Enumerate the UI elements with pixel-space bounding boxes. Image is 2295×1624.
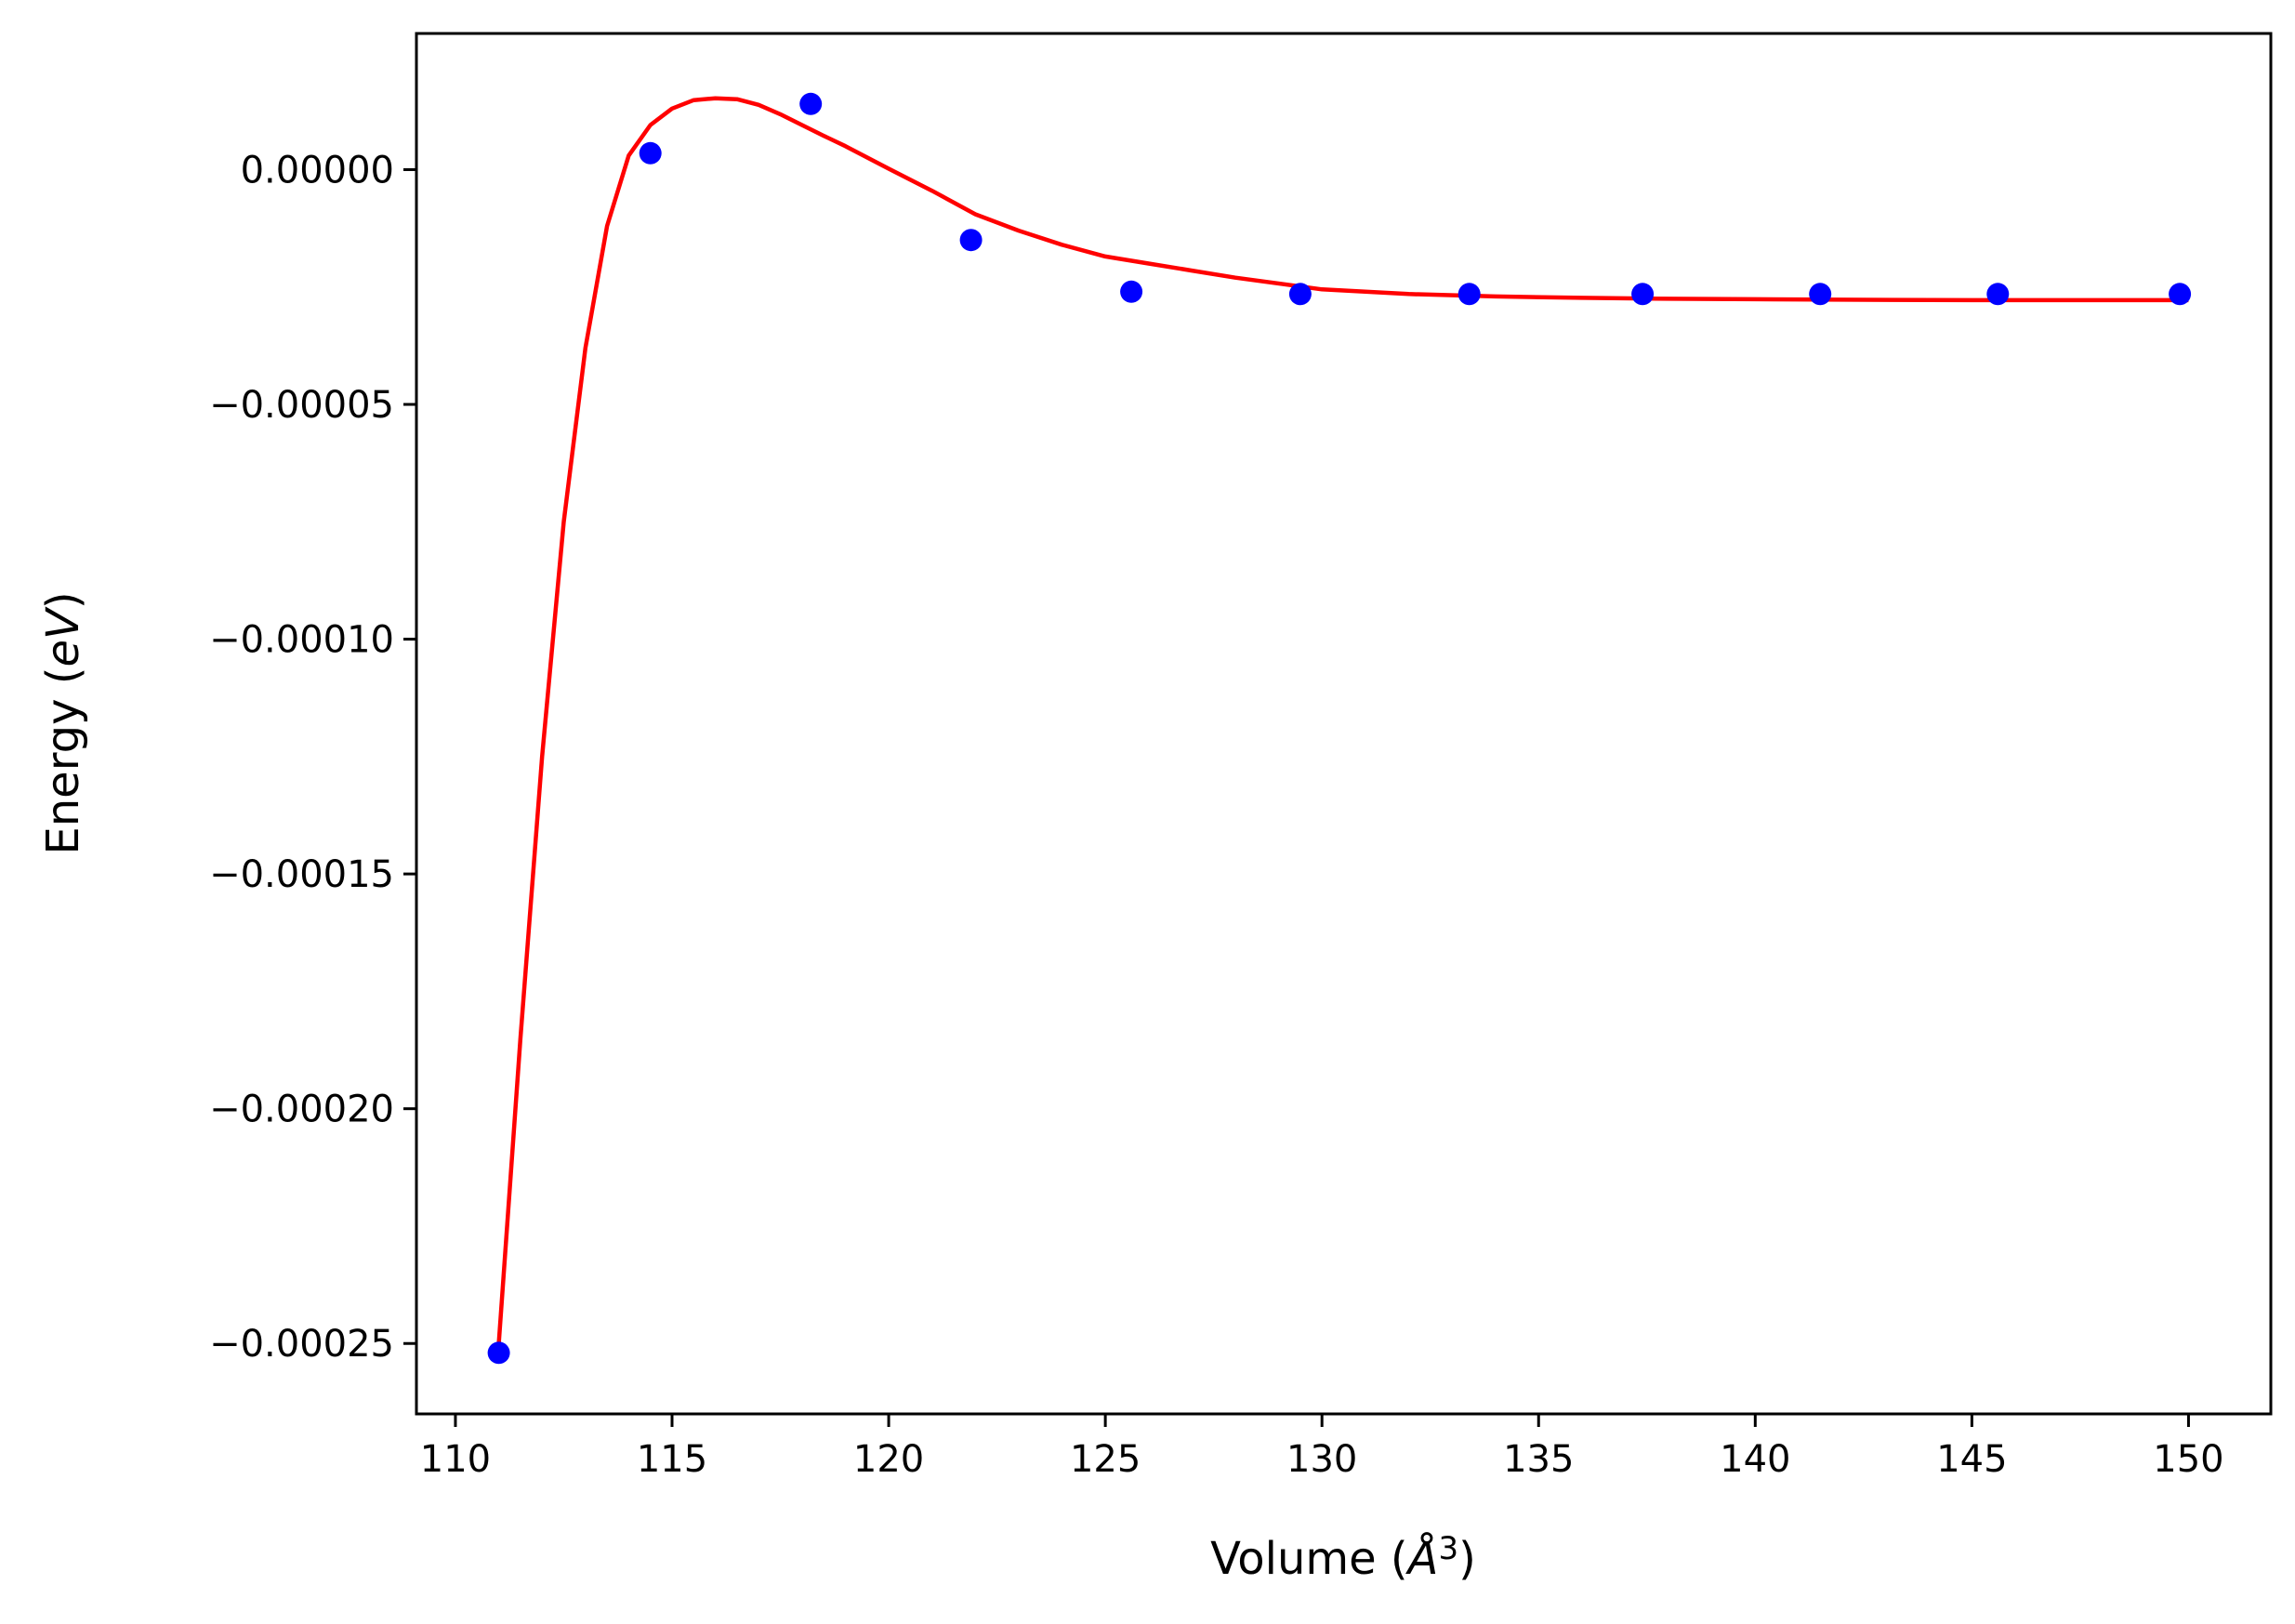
fit-curve bbox=[496, 96, 2189, 1344]
data-point bbox=[1120, 280, 1143, 303]
data-point bbox=[1809, 283, 1832, 306]
x-tick-label: 150 bbox=[2153, 1438, 2223, 1481]
data-point bbox=[799, 92, 823, 115]
fit-curve-layer bbox=[496, 96, 2189, 1344]
data-point bbox=[1457, 283, 1481, 306]
x-tick-label: 145 bbox=[1936, 1438, 2007, 1481]
data-point bbox=[487, 1341, 510, 1365]
x-tick-label: 120 bbox=[853, 1438, 924, 1481]
y-tick-label: −0.00010 bbox=[209, 619, 394, 662]
y-axis: 0.00000 −0.00005 −0.00010 −0.00015 −0.00020 −… bbox=[209, 149, 416, 1366]
y-tick-label: −0.00015 bbox=[209, 853, 394, 896]
data-point bbox=[959, 229, 983, 252]
x-tick-label: 115 bbox=[637, 1438, 707, 1481]
plot-frame bbox=[415, 32, 2273, 1416]
data-point bbox=[1986, 283, 2010, 306]
data-point bbox=[1288, 283, 1312, 306]
x-tick-label: 130 bbox=[1286, 1438, 1357, 1481]
y-tick-label: 0.00000 bbox=[241, 149, 394, 191]
data-points-layer bbox=[487, 92, 2192, 1365]
y-tick-label: −0.00005 bbox=[209, 384, 394, 427]
x-tick-label: 125 bbox=[1070, 1438, 1141, 1481]
x-axis: 110 115 120 125 130 135 140 145 150 bbox=[420, 1414, 2224, 1481]
data-point bbox=[639, 141, 662, 165]
y-axis-title: Energy (eV) bbox=[37, 591, 89, 854]
y-tick-label: −0.00025 bbox=[209, 1323, 394, 1366]
y-tick-label: −0.00020 bbox=[209, 1089, 394, 1131]
x-tick-label: 110 bbox=[420, 1438, 491, 1481]
x-tick-label: 135 bbox=[1503, 1438, 1574, 1481]
x-axis-title: Volume (Å3) bbox=[1210, 1530, 1476, 1585]
data-point bbox=[2169, 283, 2192, 306]
data-point bbox=[1631, 283, 1655, 306]
x-tick-label: 140 bbox=[1720, 1438, 1790, 1481]
